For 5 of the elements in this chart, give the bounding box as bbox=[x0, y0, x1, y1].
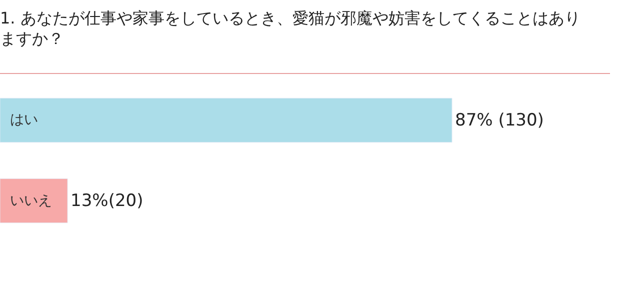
y-tick-label: いいえ bbox=[10, 193, 52, 209]
data-label: 87% (130) bbox=[455, 110, 544, 130]
chart-title: 1. あなたが仕事や家事をしているとき、愛猫が邪魔や妨害をしてくることはありますか？ bbox=[0, 8, 580, 48]
y-tick-label: はい bbox=[10, 112, 38, 128]
data-label: 13%(20) bbox=[70, 190, 144, 211]
